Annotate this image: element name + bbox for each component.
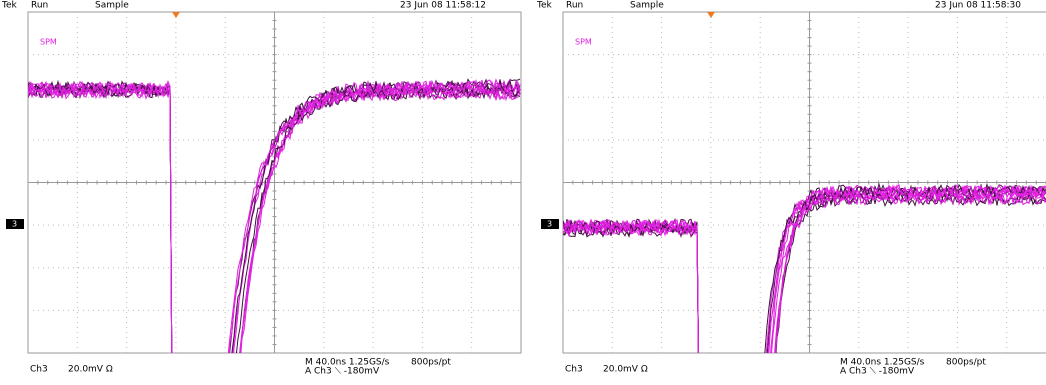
waveforms: [563, 184, 1046, 385]
trigger-marker: [172, 12, 180, 18]
resolution: 800ps/pt: [946, 358, 986, 368]
datetime: 23 Jun 08 11:58:12: [400, 1, 486, 11]
datetime: 23 Jun 08 11:58:30: [935, 1, 1021, 11]
screen: Tek Run Sample 23 Jun 08 11:58:12 Ch3 20…: [0, 0, 1046, 385]
scale: 20.0mV Ω: [603, 365, 648, 375]
mode: Sample: [95, 1, 129, 11]
brand: Tek: [1, 1, 18, 11]
scope-panel: Tek Run Sample 23 Jun 08 11:58:30 Ch3 20…: [536, 1, 1046, 385]
trigger: A Ch3 ⟍ -180mV: [305, 367, 380, 377]
channel-marker: 3: [12, 220, 17, 229]
trigger-marker: [707, 12, 715, 18]
scope-panel: Tek Run Sample 23 Jun 08 11:58:12 Ch3 20…: [1, 1, 521, 385]
channel-marker: 3: [547, 220, 552, 229]
trigger: A Ch3 ⟍ -180mV: [840, 367, 915, 377]
brand: Tek: [536, 1, 553, 11]
channel: Ch3: [30, 365, 48, 375]
scale: 20.0mV Ω: [68, 365, 113, 375]
channel: Ch3: [565, 365, 583, 375]
state: Run: [566, 1, 583, 11]
state: Run: [31, 1, 48, 11]
mode: Sample: [630, 1, 664, 11]
trace-label: SPM: [40, 38, 57, 47]
resolution: 800ps/pt: [411, 358, 451, 368]
waveform: [563, 188, 1046, 385]
trace-label: SPM: [575, 38, 592, 47]
